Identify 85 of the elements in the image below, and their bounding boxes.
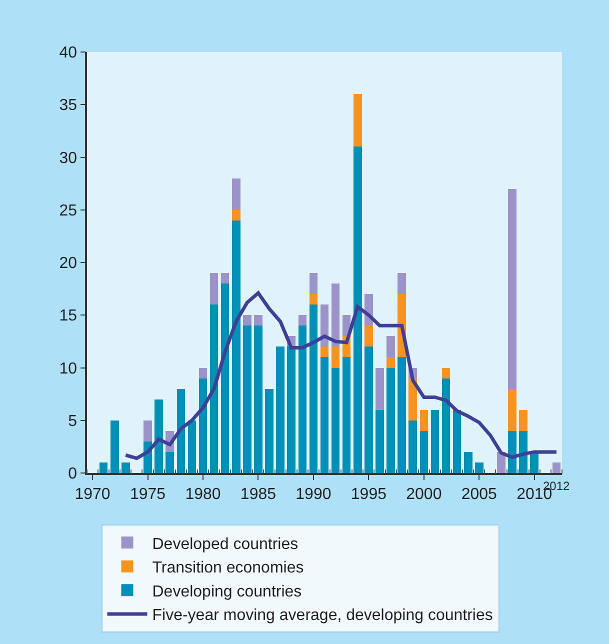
bar [376,368,384,410]
bar [243,315,252,326]
bar [320,346,329,358]
bar [309,294,318,305]
bar [364,346,373,473]
legend-label: Developed countries [152,536,298,553]
bar [386,357,395,368]
legend-label: Developing countries [152,583,302,600]
bar [398,357,406,473]
bar [519,430,528,473]
bar [254,315,262,326]
bar [354,94,362,147]
bar [110,420,119,473]
line-series [124,291,558,460]
bar [144,420,152,442]
bar [309,304,318,473]
y-tick-label: 15 [59,308,78,325]
bar [331,368,340,473]
bar [508,430,516,473]
bar [519,410,528,431]
legend-label: Transition economies [152,560,304,577]
bar [122,462,130,473]
bar [331,284,340,347]
bar [376,410,384,473]
x-tick-label: 1980 [185,486,221,503]
y-tick-label: 20 [59,255,78,272]
bar [243,326,252,473]
bar [398,273,406,294]
bar [220,284,230,473]
y-tick-label: 5 [68,412,78,430]
y-tick-label: 25 [59,202,78,220]
bar [276,346,284,473]
bar [198,378,208,473]
bar [210,273,218,305]
bar [198,368,208,378]
bar [364,326,373,347]
bar [210,304,218,473]
bar [442,368,450,378]
bar [309,273,318,294]
bar [331,346,340,368]
bar [254,326,262,473]
y-tick-label: 40 [59,44,78,62]
bar [232,178,240,210]
bar [232,210,240,220]
bar [508,188,516,389]
bar [452,410,462,473]
bar [176,388,186,473]
y-tick-label: 10 [59,360,78,378]
y-tick-label: 0 [68,466,78,483]
bar [298,326,307,473]
x-tick-label: 1995 [350,486,387,503]
bar [99,462,108,473]
bar [298,315,307,326]
bar [265,388,274,473]
bar [386,368,395,473]
bar [430,410,440,473]
bar [166,452,174,473]
bar [287,346,296,473]
bar [552,462,561,473]
x-tick-label: 1985 [240,486,276,503]
bar [232,220,240,473]
bar [464,452,472,473]
bar [220,273,230,284]
bar [408,378,418,420]
x-tick-label: 2000 [406,486,442,503]
x-tick-label: 1990 [296,486,332,503]
legend-label: Five-year moving average, developing countries [152,607,493,624]
x-tick-label: 2005 [461,486,498,503]
x-tick-label: 1975 [130,486,166,503]
bar [154,399,163,473]
bar [508,388,516,431]
bar [320,357,329,473]
bar [420,430,428,473]
bar [442,378,450,473]
bar [386,336,395,358]
bar [188,420,196,473]
y-tick-label: 35 [59,97,78,114]
y-tick-label: 30 [59,150,78,167]
bar [408,420,418,473]
x-tick-label: 1970 [74,486,110,503]
bar [354,146,362,473]
bar [342,357,351,473]
bar [420,410,428,431]
bar [475,462,484,473]
bar [530,452,539,473]
